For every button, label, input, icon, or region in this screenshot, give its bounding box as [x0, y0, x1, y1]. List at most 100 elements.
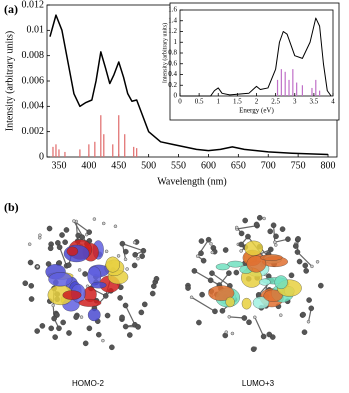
bond — [191, 296, 216, 312]
inset-frame — [169, 2, 340, 121]
y-tick-label: 0.8 — [168, 49, 177, 57]
bond — [59, 247, 68, 267]
bond — [122, 243, 144, 252]
atom — [296, 258, 303, 265]
orbital-label: HOMO-2 — [72, 379, 105, 388]
x-tick-label: 500 — [141, 160, 156, 171]
bond — [73, 220, 88, 245]
y-tick-label: 0.01 — [27, 25, 45, 36]
atom — [212, 308, 218, 315]
atom — [72, 219, 76, 223]
atom — [92, 217, 97, 221]
atom — [141, 301, 148, 308]
molecule — [22, 217, 160, 351]
atom — [79, 234, 86, 241]
atom — [260, 333, 267, 340]
atom — [238, 230, 245, 237]
atom — [224, 330, 228, 334]
atom — [51, 315, 57, 322]
orbital-lobe — [227, 260, 244, 268]
atom — [86, 229, 92, 235]
atom — [273, 240, 277, 244]
atom — [273, 233, 279, 240]
atom — [209, 270, 215, 276]
orbital-lobe — [208, 285, 235, 301]
atom — [205, 236, 212, 243]
orbital-lobe — [48, 272, 73, 287]
x-tick-label: 3 — [293, 98, 297, 106]
panel-label: (b) — [4, 200, 19, 214]
atom — [125, 267, 129, 271]
atom — [140, 247, 147, 254]
atom — [226, 270, 232, 276]
atom — [196, 319, 202, 326]
orbital-lobe — [215, 263, 230, 271]
atom — [262, 216, 266, 221]
x-tick-label: 450 — [111, 160, 126, 171]
atom — [185, 285, 191, 291]
atom — [28, 283, 35, 289]
bond — [194, 270, 211, 281]
atom — [73, 314, 79, 320]
bond — [297, 251, 313, 267]
atom — [48, 325, 55, 332]
y-tick-label: 0.002 — [22, 126, 45, 137]
atom — [28, 296, 35, 302]
atom — [210, 250, 215, 255]
atom — [35, 264, 40, 269]
atom — [191, 268, 198, 274]
atom — [239, 249, 243, 253]
orbital-lobe — [66, 246, 79, 256]
atom — [256, 214, 263, 221]
x-tick-label: 2 — [255, 98, 259, 106]
atom — [253, 315, 257, 320]
atom — [116, 254, 121, 258]
atom — [303, 268, 309, 274]
atom — [56, 325, 62, 332]
orbital-lobe — [91, 281, 107, 289]
atom — [132, 240, 137, 245]
atom — [230, 331, 235, 336]
atom — [301, 329, 308, 335]
atom — [306, 297, 312, 303]
atom — [109, 344, 115, 351]
spectrum-line — [180, 17, 332, 97]
atom — [138, 309, 145, 316]
y-tick-label: 0.012 — [22, 0, 45, 10]
orbital-lobe — [105, 256, 120, 273]
atom — [82, 271, 88, 277]
atom — [245, 233, 251, 240]
orbital-label: LUMO+3 — [242, 379, 275, 388]
spectrum-line — [49, 14, 329, 156]
atom — [46, 225, 53, 232]
atom — [189, 295, 194, 299]
atom — [119, 240, 126, 247]
atom — [102, 221, 106, 226]
atom — [242, 217, 248, 224]
atom — [86, 325, 93, 332]
atom — [315, 260, 320, 264]
atom — [113, 224, 118, 228]
y-axis-label: Intensity (arbitrary units) — [4, 31, 15, 132]
atom — [117, 295, 123, 301]
atom — [122, 302, 129, 309]
atom — [119, 314, 125, 321]
x-tick-label: 0 — [178, 98, 182, 106]
atom — [253, 221, 260, 228]
atom — [241, 315, 248, 321]
x-tick-label: 1 — [217, 98, 221, 106]
atom — [122, 323, 129, 330]
atom — [198, 250, 204, 257]
x-tick-label: 2.5 — [271, 98, 280, 106]
atom — [82, 340, 89, 347]
x-tick-label: 3.5 — [310, 98, 319, 106]
atom — [139, 253, 145, 260]
atom — [63, 227, 70, 233]
atom — [200, 257, 207, 264]
x-tick-label: 650 — [231, 160, 246, 171]
atom — [270, 222, 277, 229]
atom — [279, 226, 286, 232]
atom — [292, 243, 299, 249]
orbital-lobe — [246, 255, 267, 273]
atom — [79, 315, 84, 319]
